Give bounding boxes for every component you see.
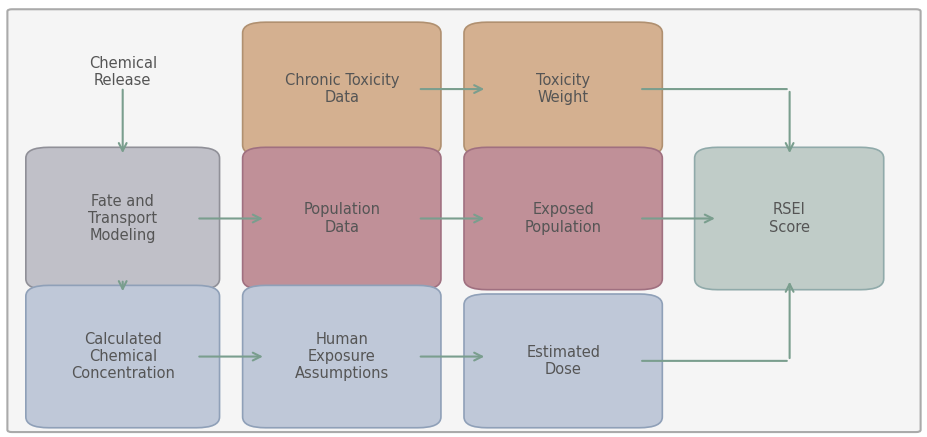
FancyBboxPatch shape [7, 9, 920, 432]
Text: Toxicity
Weight: Toxicity Weight [536, 73, 590, 105]
FancyBboxPatch shape [242, 22, 440, 156]
FancyBboxPatch shape [464, 22, 662, 156]
FancyBboxPatch shape [26, 285, 220, 428]
Text: RSEI
Score: RSEI Score [768, 202, 808, 235]
FancyBboxPatch shape [464, 147, 662, 290]
FancyBboxPatch shape [242, 147, 440, 290]
Text: Estimated
Dose: Estimated Dose [526, 345, 600, 377]
FancyBboxPatch shape [694, 147, 883, 290]
Text: Human
Exposure
Assumptions: Human Exposure Assumptions [295, 332, 388, 382]
Text: Calculated
Chemical
Concentration: Calculated Chemical Concentration [70, 332, 174, 382]
Text: Population
Data: Population Data [303, 202, 380, 235]
FancyBboxPatch shape [464, 294, 662, 428]
Text: Chemical
Release: Chemical Release [89, 55, 157, 88]
Text: Fate and
Transport
Modeling: Fate and Transport Modeling [88, 194, 157, 243]
Text: Exposed
Population: Exposed Population [524, 202, 601, 235]
FancyBboxPatch shape [26, 147, 220, 290]
Text: Chronic Toxicity
Data: Chronic Toxicity Data [285, 73, 399, 105]
FancyBboxPatch shape [242, 285, 440, 428]
